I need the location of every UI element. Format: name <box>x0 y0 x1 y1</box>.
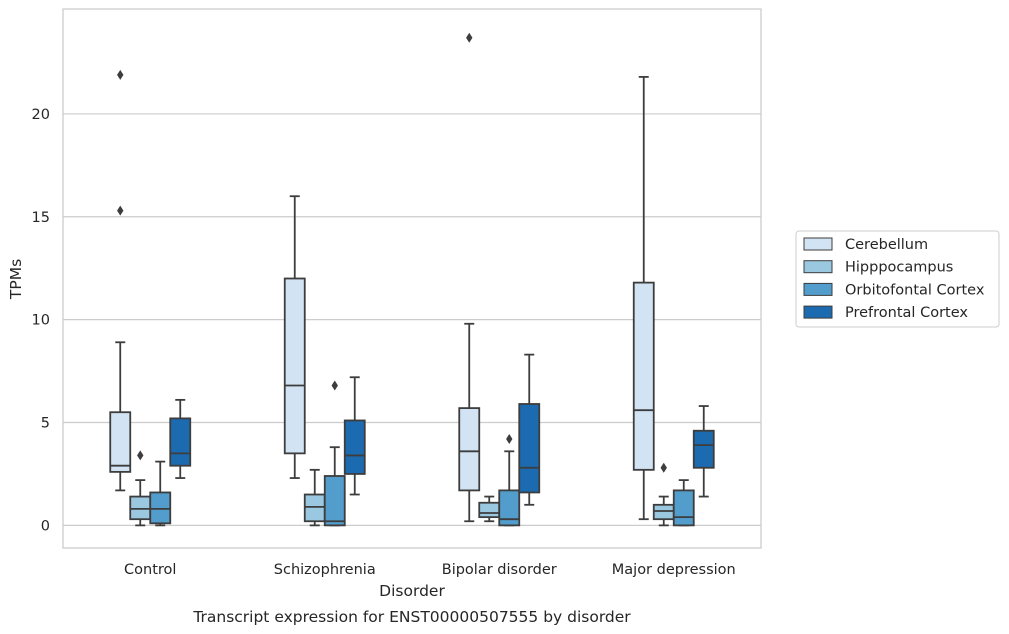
box-iqr <box>518 403 541 494</box>
outlier-point <box>117 69 124 80</box>
box-iqr <box>169 417 192 467</box>
grid-lines <box>63 113 761 526</box>
box-iqr <box>692 429 715 469</box>
y-tick-label: 5 <box>41 416 50 432</box>
y-tick-label: 20 <box>32 107 50 123</box>
box <box>692 405 715 498</box>
legend-frame <box>795 230 1000 328</box>
plot-frame <box>62 8 762 549</box>
series-hipppocampus <box>129 450 675 527</box>
box <box>632 75 655 521</box>
legend-swatch <box>803 260 833 274</box>
box <box>303 468 326 527</box>
box <box>498 433 521 527</box>
box <box>672 479 695 527</box>
series-orbitofontal-cortex <box>149 380 695 527</box>
box-iqr <box>498 489 521 527</box>
x-tick-label: Control <box>124 562 176 578</box>
legend-label: Prefrontal Cortex <box>845 305 968 321</box>
box <box>323 380 346 527</box>
chart-caption: Transcript expression for ENST0000050755… <box>192 608 631 626</box>
outlier-point <box>117 205 124 216</box>
y-tick-label: 15 <box>32 210 50 226</box>
legend: Cerebellum Hipppocampus Orbitofontal Corte… <box>795 230 1000 328</box>
box <box>149 460 172 527</box>
series-prefrontal-cortex <box>169 353 715 506</box>
legend-label: Orbitofontal Cortex <box>845 282 985 298</box>
box-iqr <box>458 407 481 492</box>
box-iqr <box>632 281 655 471</box>
box-iqr <box>149 491 172 525</box>
box <box>478 495 501 523</box>
legend-swatch <box>803 305 833 319</box>
box-iqr <box>323 475 346 527</box>
y-tick-labels: 0 5 10 15 20 <box>32 107 50 534</box>
box-iqr <box>129 495 152 521</box>
legend-swatch <box>803 237 833 251</box>
x-tick-label: Schizophrenia <box>274 562 376 578</box>
y-tick-label: 10 <box>32 313 50 329</box>
box-iqr <box>109 411 132 473</box>
x-tick-labels: Control Schizophrenia Bipolar disorder Majo… <box>124 562 736 578</box>
series-cerebellum <box>109 32 655 523</box>
box-iqr <box>303 493 326 523</box>
legend-swatch <box>803 282 833 296</box>
box-iqr <box>283 277 306 455</box>
box <box>518 353 541 506</box>
box-iqr <box>478 501 501 519</box>
y-axis-label: TPMs <box>7 259 25 300</box>
box <box>652 462 675 527</box>
box-iqr <box>652 503 675 521</box>
box-iqr <box>672 489 695 527</box>
box-plot-series <box>109 32 715 527</box>
box <box>109 69 132 492</box>
outlier-point <box>506 433 513 444</box>
box <box>458 32 481 523</box>
legend-label: Cerebellum <box>845 237 928 253</box>
legend-label: Hipppocampus <box>845 260 953 276</box>
box-iqr <box>343 419 366 475</box>
outlier-point <box>137 450 144 461</box>
box <box>283 195 306 479</box>
x-axis-label: Disorder <box>379 582 445 600</box>
box <box>343 376 366 496</box>
outlier-point <box>466 32 473 43</box>
outlier-point <box>660 462 667 473</box>
box <box>129 450 152 527</box>
y-tick-label: 0 <box>41 518 50 534</box>
box <box>169 398 192 479</box>
outlier-point <box>331 380 338 391</box>
x-tick-label: Bipolar disorder <box>442 562 557 578</box>
x-tick-label: Major depression <box>612 562 736 578</box>
